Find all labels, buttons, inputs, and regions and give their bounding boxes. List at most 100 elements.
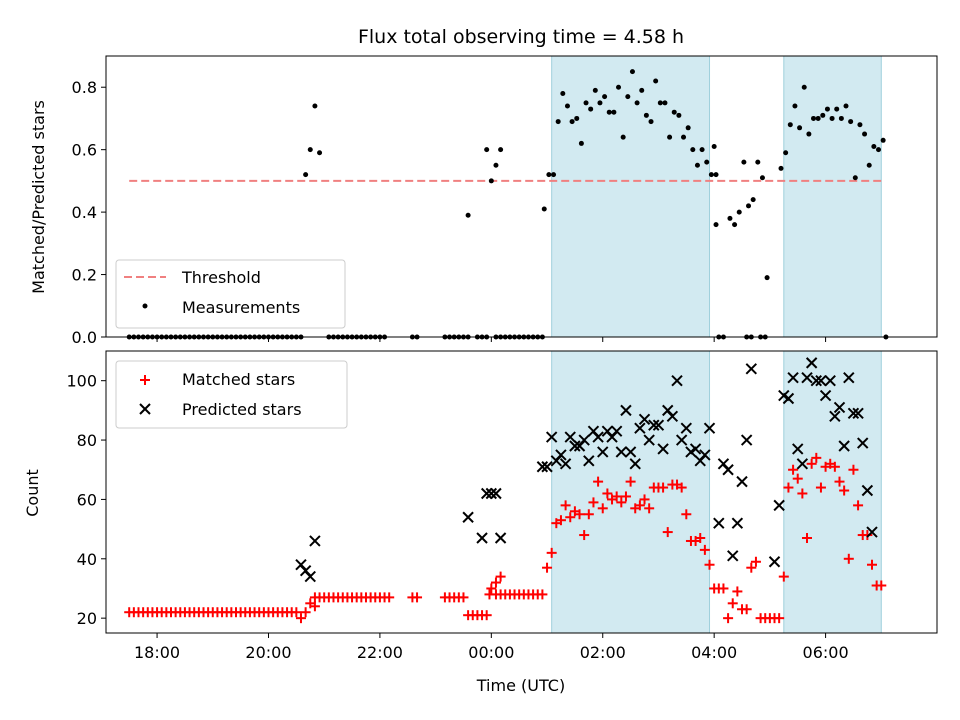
predicted-star-point	[810, 374, 823, 387]
legend-measurements-label: Measurements	[182, 298, 300, 317]
matched-star-point	[732, 586, 743, 597]
matched-star-point	[634, 500, 645, 511]
matched-star-point	[495, 571, 506, 582]
measurement-point	[312, 103, 318, 109]
matched-star-point	[611, 491, 622, 502]
predicted-star-point	[796, 458, 809, 470]
top-panel: 0.00.20.40.60.8 Matched/Predicted stars …	[29, 55, 938, 347]
matched-star-point	[300, 607, 311, 618]
measurement-point	[824, 106, 830, 112]
matched-star-point	[546, 547, 557, 558]
matched-star-point	[681, 509, 692, 520]
predicted-star-point	[773, 499, 785, 512]
matched-star-point	[853, 500, 864, 511]
matched-star-point	[746, 562, 757, 573]
matched-star-point	[620, 491, 631, 502]
measurement-point	[564, 103, 570, 109]
predicted-star-point	[592, 431, 604, 443]
matched-star-point	[542, 562, 553, 573]
x-axis-label: Time (UTC)	[476, 676, 565, 695]
measurement-point	[787, 122, 793, 128]
measurement-point	[713, 222, 719, 228]
measurement-point	[681, 134, 687, 140]
measurement-point	[829, 115, 835, 121]
matched-star-point	[486, 583, 497, 594]
predicted-star-point	[852, 407, 864, 420]
measurement-point	[685, 125, 691, 131]
measurement-point	[862, 131, 868, 137]
measurement-point	[806, 131, 812, 137]
predicted-star-point	[736, 475, 748, 488]
predicted-star-point	[480, 487, 493, 500]
predicted-star-point	[597, 446, 609, 458]
matched-star-point	[384, 592, 395, 603]
bottom-panel: 20 40 60 80 100 18:00 20:00 22:00 00:00 02:00 04:…	[23, 350, 938, 695]
matched-star-point	[481, 610, 492, 621]
measurement-point	[820, 112, 826, 118]
measurement-point	[834, 106, 840, 112]
measurement-point	[592, 87, 598, 93]
matched-star-point	[718, 583, 729, 594]
matched-star-point	[834, 476, 845, 487]
measurement-point	[704, 159, 710, 165]
matched-star-point	[639, 494, 650, 505]
x-tick-label: 04:00	[691, 643, 737, 662]
measurement-point	[653, 78, 659, 84]
matched-star-point	[699, 544, 710, 555]
measurement-point	[848, 119, 854, 125]
predicted-star-point	[857, 437, 869, 449]
measurement-point	[838, 115, 844, 121]
predicted-star-point	[745, 363, 758, 375]
predicted-star-point	[536, 461, 549, 473]
measurement-point	[551, 172, 557, 178]
predicted-star-point	[304, 570, 316, 583]
matched-star-point	[458, 592, 469, 603]
x-tick-label: 06:00	[803, 643, 849, 662]
measurement-point	[792, 103, 798, 109]
matched-star-point	[602, 488, 613, 499]
measurement-point	[811, 115, 817, 121]
legend-measurements-swatch	[142, 303, 148, 309]
measurement-point	[611, 109, 617, 115]
measurement-point	[778, 165, 784, 171]
matched-star-point	[644, 503, 655, 514]
measurement-point	[662, 100, 668, 106]
predicted-star-point	[703, 422, 716, 434]
shaded-interval	[783, 55, 882, 338]
top-y-ticks: 0.0 0.2 0.4 0.6 0.8	[72, 78, 106, 347]
y-tick-label: 0.0	[72, 328, 97, 347]
predicted-star-point	[768, 556, 781, 568]
measurement-point	[488, 178, 494, 184]
measurement-point	[597, 100, 603, 106]
predicted-star-point	[638, 413, 651, 425]
measurement-point	[880, 137, 886, 143]
matched-star-point	[537, 589, 548, 600]
matched-star-point	[750, 556, 761, 567]
top-legend-box	[115, 259, 346, 329]
matched-star-point	[625, 476, 636, 487]
measurement-point	[667, 134, 673, 140]
bottom-x-ticks: 18:00 20:00 22:00 00:00 02:00 04:00 06:00	[134, 633, 849, 662]
y-tick-label: 80	[77, 431, 97, 450]
matched-star-point	[597, 503, 608, 514]
matched-star-point	[291, 607, 302, 618]
matched-star-point	[774, 613, 785, 624]
y-tick-label: 0.2	[72, 266, 97, 285]
predicted-star-point	[680, 422, 693, 434]
measurement-point	[303, 172, 309, 178]
predicted-star-point	[843, 372, 855, 384]
measurement-point	[801, 84, 807, 90]
predicted-star-point	[861, 484, 874, 497]
shaded-interval	[551, 350, 711, 634]
top-shaded-intervals	[551, 55, 882, 338]
matched-stars-points	[124, 452, 887, 624]
measurement-point	[498, 147, 504, 153]
predicted-star-point	[713, 517, 725, 529]
predicted-star-point	[727, 550, 739, 562]
measurement-point	[727, 215, 733, 221]
measurement-point	[493, 162, 499, 168]
predicted-star-point	[833, 401, 846, 414]
measurement-point	[871, 144, 877, 150]
predicted-star-point	[657, 443, 669, 455]
matched-star-point	[862, 530, 873, 541]
